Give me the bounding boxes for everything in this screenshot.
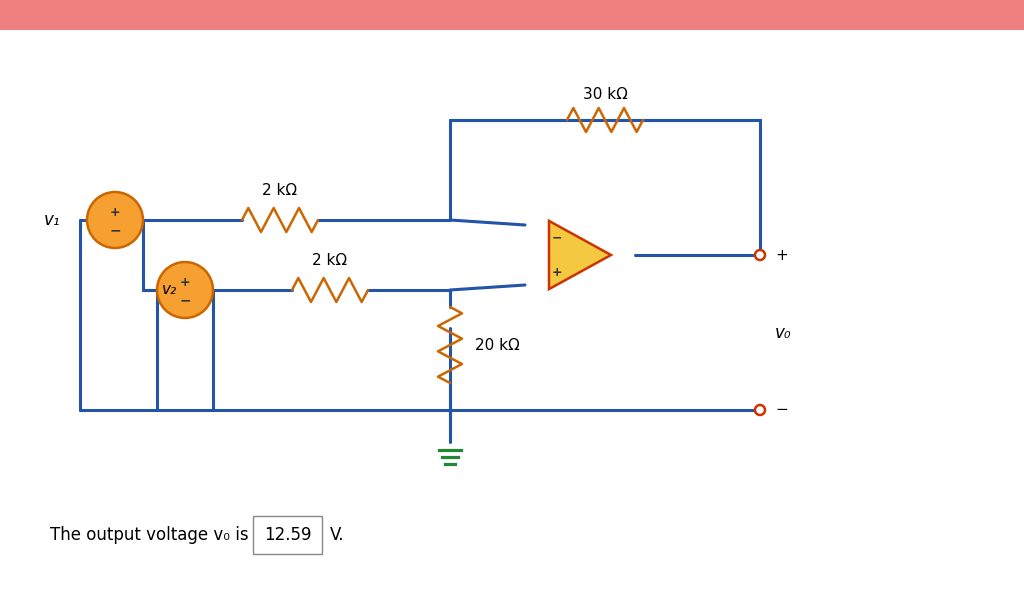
Circle shape	[755, 250, 765, 260]
Text: +: +	[110, 205, 120, 218]
Text: 20 kΩ: 20 kΩ	[475, 337, 520, 352]
Text: v₁: v₁	[43, 211, 60, 229]
FancyBboxPatch shape	[0, 0, 1024, 30]
FancyBboxPatch shape	[253, 516, 322, 554]
Text: 30 kΩ: 30 kΩ	[583, 87, 628, 102]
Circle shape	[755, 405, 765, 415]
Text: The output voltage v₀ is: The output voltage v₀ is	[50, 526, 249, 544]
Text: v₀: v₀	[775, 323, 792, 342]
Text: +: +	[552, 266, 562, 278]
Circle shape	[87, 192, 143, 248]
Text: +: +	[775, 247, 787, 263]
Text: 2 kΩ: 2 kΩ	[262, 183, 298, 198]
Text: V.: V.	[330, 526, 344, 544]
Polygon shape	[549, 221, 611, 289]
Text: −: −	[110, 223, 121, 237]
Text: +: +	[179, 276, 190, 289]
Text: −: −	[179, 293, 190, 307]
Text: −: −	[552, 231, 562, 244]
Text: 2 kΩ: 2 kΩ	[312, 253, 347, 268]
Text: −: −	[775, 402, 787, 418]
Text: v₂: v₂	[162, 283, 177, 297]
Text: 12.59: 12.59	[264, 526, 311, 544]
Circle shape	[157, 262, 213, 318]
